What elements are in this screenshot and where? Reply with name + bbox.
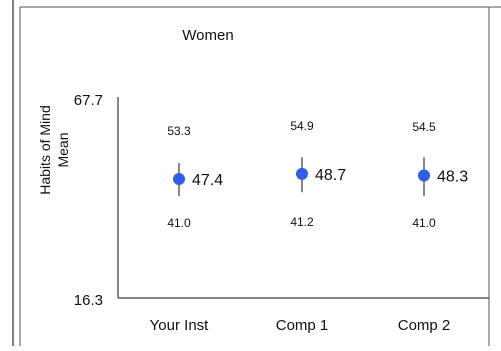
chart-title: Women [182, 27, 233, 44]
upper-value-label: 53.3 [167, 124, 191, 138]
category-group-comp-2: 54.5 48.3 41.0 Comp 2 [398, 120, 469, 334]
mean-marker [296, 167, 308, 180]
x-category-label: Your Inst [150, 317, 209, 334]
mean-value-label: 48.3 [437, 169, 468, 186]
y-tick-label-top: 67.7 [74, 92, 103, 109]
mean-value-label: 48.7 [315, 167, 346, 184]
x-category-label: Comp 1 [276, 317, 329, 334]
upper-value-label: 54.5 [412, 120, 436, 134]
lower-value-label: 41.0 [167, 216, 191, 230]
y-axis-label-line-2: Mean [55, 132, 71, 167]
category-group-your-inst: 53.3 47.4 41.0 Your Inst [150, 124, 224, 334]
mean-marker [173, 173, 185, 185]
x-category-label: Comp 2 [398, 317, 451, 334]
lower-value-label: 41.0 [412, 216, 436, 230]
lower-value-label: 41.2 [290, 215, 314, 229]
upper-value-label: 54.9 [290, 119, 314, 133]
y-axis-label-line-1: Habits of Mind [37, 105, 53, 194]
y-tick-label-bottom: 16.3 [74, 292, 103, 309]
category-group-comp-1: 54.9 48.7 41.2 Comp 1 [276, 119, 347, 334]
mean-value-label: 47.4 [192, 172, 223, 189]
mean-marker [418, 169, 430, 182]
